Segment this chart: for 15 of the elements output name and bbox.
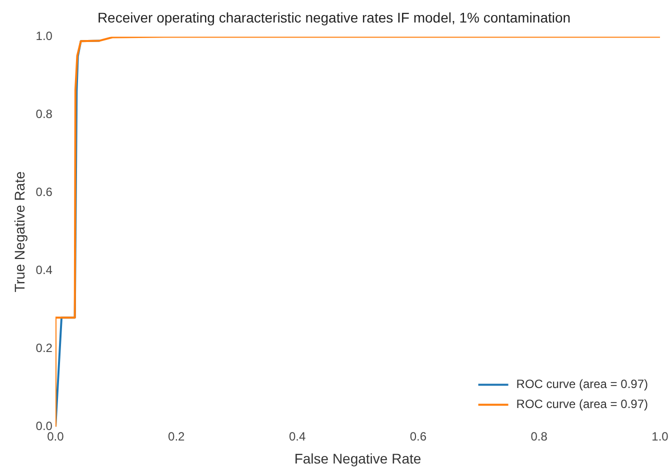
y-tick-label: 0.6 [36,185,53,200]
x-tick-label: 0.8 [530,429,548,444]
y-tick-label: 1.0 [36,29,53,44]
chart-title: Receiver operating characteristic negative rates IF model, 1% contamination [97,9,571,26]
y-tick-label: 0.4 [36,263,53,278]
y-axis-title: True Negative Rate [11,171,28,292]
legend-label: ROC curve (area = 0.97) [516,397,648,412]
legend-label: ROC curve (area = 0.97) [516,377,648,392]
x-tick-label: 1.0 [652,429,669,444]
y-tick-label: 0.8 [36,107,53,122]
y-tick-label: 0.2 [36,341,53,356]
x-tick-label: 0.6 [410,429,427,444]
x-axis-title: False Negative Rate [294,450,422,466]
x-tick-label: 0.4 [288,429,306,444]
x-tick-label: 0.2 [168,429,186,444]
